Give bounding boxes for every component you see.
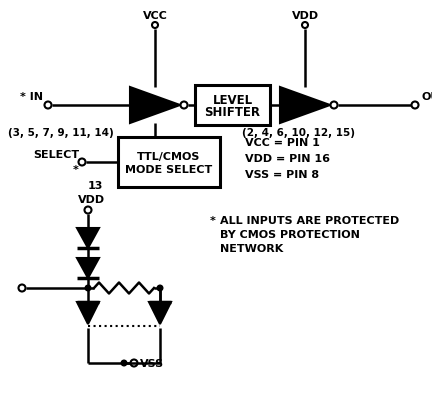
Text: (3, 5, 7, 9, 11, 14): (3, 5, 7, 9, 11, 14) <box>8 128 114 138</box>
Polygon shape <box>77 302 99 324</box>
Polygon shape <box>280 88 330 124</box>
Text: MODE SELECT: MODE SELECT <box>125 164 213 175</box>
Text: LEVEL: LEVEL <box>213 94 253 107</box>
Polygon shape <box>149 302 171 324</box>
Text: VCC = PIN 1: VCC = PIN 1 <box>245 138 320 148</box>
Bar <box>118 138 220 188</box>
Text: VDD: VDD <box>292 11 318 21</box>
Polygon shape <box>77 258 99 278</box>
Text: OUT: OUT <box>421 92 432 102</box>
Text: VCC: VCC <box>143 11 168 21</box>
Text: ALL INPUTS ARE PROTECTED: ALL INPUTS ARE PROTECTED <box>220 215 399 226</box>
Circle shape <box>85 286 91 291</box>
Text: BY CMOS PROTECTION: BY CMOS PROTECTION <box>220 230 360 239</box>
Polygon shape <box>130 88 180 124</box>
Text: (2, 4, 6, 10, 12, 15): (2, 4, 6, 10, 12, 15) <box>242 128 355 138</box>
Text: 13: 13 <box>88 181 103 190</box>
Text: *: * <box>210 215 216 226</box>
Text: SELECT: SELECT <box>33 149 79 160</box>
Text: VDD: VDD <box>78 194 105 205</box>
Text: TTL/CMOS: TTL/CMOS <box>137 151 201 162</box>
Bar <box>195 86 270 126</box>
Polygon shape <box>77 228 99 248</box>
Circle shape <box>121 360 127 366</box>
Text: *: * <box>73 164 79 175</box>
Text: NETWORK: NETWORK <box>220 243 283 254</box>
Text: SHIFTER: SHIFTER <box>204 106 260 119</box>
Text: VSS: VSS <box>140 358 164 368</box>
Text: VSS = PIN 8: VSS = PIN 8 <box>245 170 319 179</box>
Text: * IN: * IN <box>20 92 43 102</box>
Text: VDD = PIN 16: VDD = PIN 16 <box>245 153 330 164</box>
Circle shape <box>157 286 163 291</box>
